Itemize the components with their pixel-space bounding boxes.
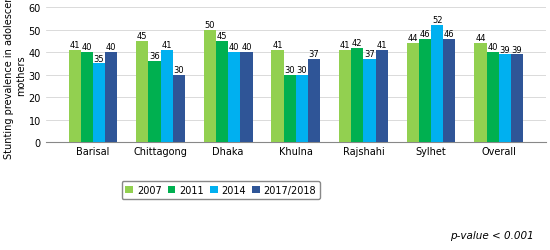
Text: 35: 35 (94, 54, 104, 63)
Text: 52: 52 (432, 16, 442, 25)
Bar (296, 76, 308, 143)
Text: p-value < 0.001: p-value < 0.001 (450, 230, 534, 240)
Text: 40: 40 (229, 43, 239, 52)
Bar (240, 53, 252, 143)
Bar (173, 76, 185, 143)
Bar (284, 76, 296, 143)
Bar (228, 53, 240, 143)
Text: 30: 30 (296, 66, 307, 74)
Text: 46: 46 (444, 30, 455, 39)
Bar (216, 42, 228, 143)
Text: 41: 41 (272, 41, 283, 50)
Bar (431, 26, 443, 143)
Text: 44: 44 (475, 34, 486, 43)
Bar (376, 51, 388, 143)
Bar (475, 44, 487, 143)
Bar (204, 30, 216, 143)
Text: 40: 40 (106, 43, 117, 52)
Text: 44: 44 (408, 34, 418, 43)
Text: 42: 42 (352, 39, 362, 48)
Bar (136, 42, 149, 143)
Text: 30: 30 (173, 66, 184, 74)
Bar (487, 53, 499, 143)
Bar (364, 60, 376, 143)
Bar (499, 55, 511, 143)
Text: 40: 40 (487, 43, 498, 52)
Bar (69, 51, 81, 143)
Text: 41: 41 (376, 41, 387, 50)
Bar (105, 53, 117, 143)
Bar (339, 51, 351, 143)
Text: 46: 46 (420, 30, 430, 39)
Bar (272, 51, 284, 143)
Text: 37: 37 (364, 50, 375, 59)
Bar (308, 60, 320, 143)
Bar (407, 44, 419, 143)
Text: 45: 45 (137, 32, 147, 41)
Text: 45: 45 (217, 32, 227, 41)
Bar (419, 40, 431, 143)
Text: 39: 39 (499, 45, 510, 54)
Text: 41: 41 (69, 41, 80, 50)
Text: 36: 36 (149, 52, 160, 61)
Bar (511, 55, 523, 143)
Text: 40: 40 (81, 43, 92, 52)
Legend: 2007, 2011, 2014, 2017/2018: 2007, 2011, 2014, 2017/2018 (122, 181, 320, 199)
Bar (148, 62, 161, 143)
Bar (93, 64, 105, 143)
Text: 39: 39 (512, 45, 522, 54)
Text: 41: 41 (161, 41, 172, 50)
Text: 40: 40 (241, 43, 252, 52)
Y-axis label: Stunting prevalence in adolescent
mothers: Stunting prevalence in adolescent mother… (4, 0, 26, 159)
Text: 30: 30 (284, 66, 295, 74)
Bar (161, 51, 173, 143)
Text: 41: 41 (340, 41, 350, 50)
Bar (443, 40, 455, 143)
Bar (351, 48, 364, 143)
Text: 50: 50 (205, 21, 215, 30)
Bar (81, 53, 93, 143)
Text: 37: 37 (309, 50, 320, 59)
